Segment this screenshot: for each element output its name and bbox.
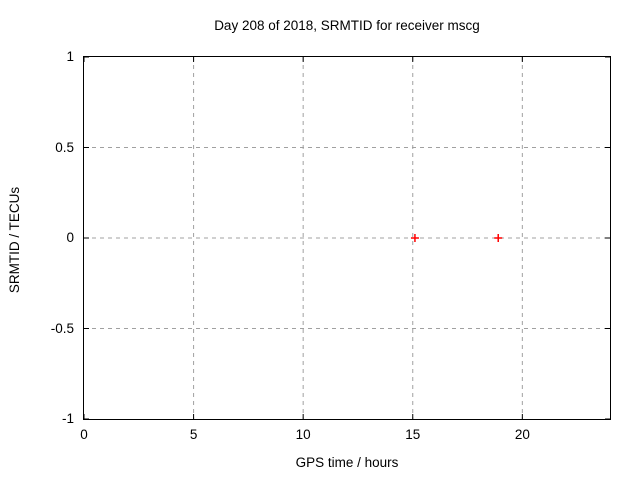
x-tick-label: 10 bbox=[295, 427, 311, 442]
y-tick-label: 0 bbox=[66, 230, 74, 245]
x-tick-label: 20 bbox=[514, 427, 530, 442]
chart-title: Day 208 of 2018, SRMTID for receiver msc… bbox=[214, 18, 480, 33]
x-tick-label: 15 bbox=[405, 427, 421, 442]
plot-canvas bbox=[83, 56, 610, 420]
x-axis-label: GPS time / hours bbox=[295, 455, 399, 470]
x-tick-label: 0 bbox=[80, 427, 88, 442]
y-tick-label: -0.5 bbox=[50, 320, 74, 336]
y-tick-label: 1 bbox=[66, 49, 74, 64]
x-tick-label: 5 bbox=[189, 427, 198, 442]
y-tick-label: -1 bbox=[61, 411, 74, 426]
y-tick-label: 0.5 bbox=[55, 139, 74, 155]
plot-area bbox=[83, 56, 611, 420]
